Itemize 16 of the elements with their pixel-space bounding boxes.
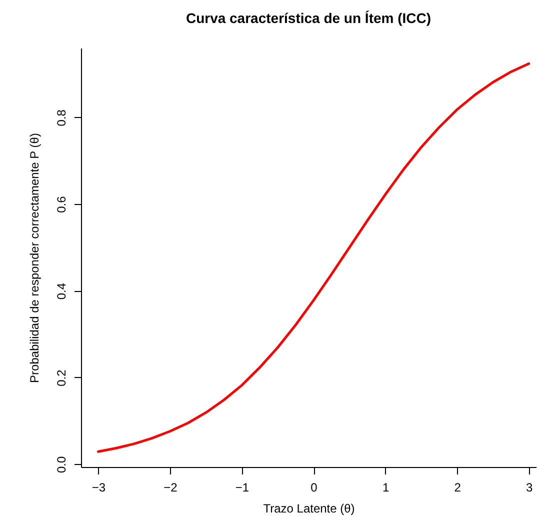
x-tick-label: −2: [164, 480, 178, 494]
y-tick-label: 0.6: [54, 196, 68, 213]
y-axis-title: Probabilidad de responder correctamente P (θ): [28, 133, 42, 383]
x-tick-label: 3: [526, 480, 533, 494]
x-axis-title: Trazo Latente (θ): [263, 502, 355, 516]
line-series: [96, 62, 530, 453]
y-tick-label: 0.0: [54, 456, 68, 474]
chart-title: Curva característica de un Ítem (ICC): [186, 10, 432, 26]
y-tick-label: 0.2: [54, 369, 68, 386]
x-tick-label: −3: [92, 480, 106, 494]
x-tick-label: −1: [235, 480, 250, 494]
x-tick-label: 2: [454, 480, 462, 494]
y-tick-label: 0.8: [54, 109, 68, 126]
y-tick-label: 0.4: [54, 282, 68, 300]
x-tick-label: 1: [382, 480, 390, 494]
x-tick-label: 0: [310, 480, 318, 494]
